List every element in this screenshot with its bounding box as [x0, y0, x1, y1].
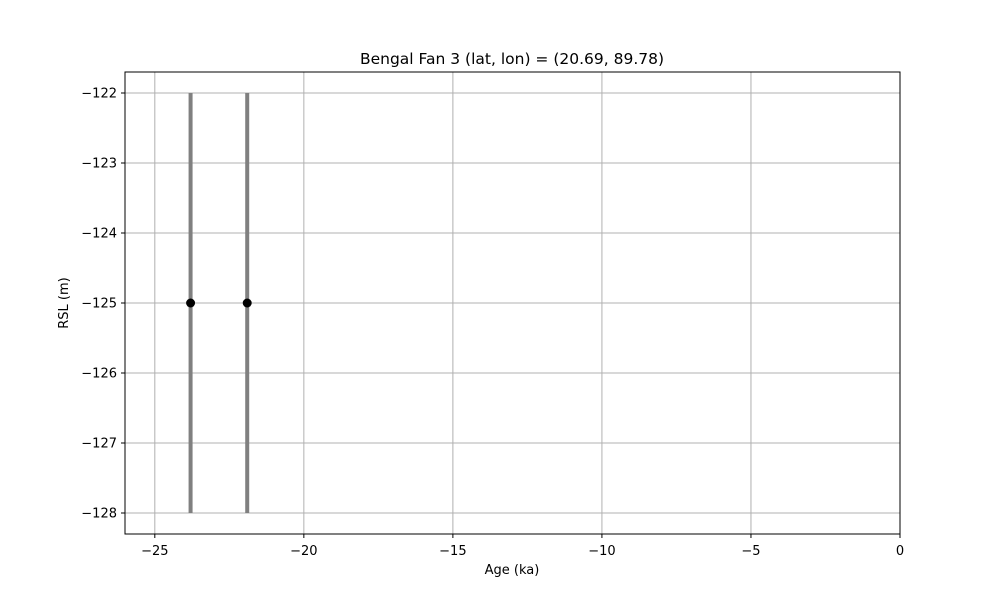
- y-tick-label: −128: [81, 507, 117, 522]
- y-tick-label: −126: [81, 367, 117, 382]
- data-point: [242, 298, 252, 308]
- y-tick-label: −122: [81, 87, 117, 102]
- y-tick-label: −125: [81, 297, 117, 312]
- y-axis-label: RSL (m): [57, 277, 72, 328]
- x-tick-label: −5: [741, 544, 760, 559]
- x-axis: −25 −20 −15 −10 −5 0: [141, 534, 904, 559]
- x-tick-label: −15: [439, 544, 466, 559]
- x-tick-label: −20: [290, 544, 317, 559]
- y-tick-label: −127: [81, 437, 117, 452]
- y-axis: −122 −123 −124 −125 −126 −127 −128: [81, 87, 125, 522]
- x-tick-label: −25: [141, 544, 168, 559]
- y-tick-label: −123: [81, 157, 117, 172]
- grid: [125, 72, 901, 534]
- y-tick-label: −124: [81, 227, 117, 242]
- chart-title: Bengal Fan 3 (lat, lon) = (20.69, 89.78): [360, 50, 664, 68]
- data-points: [186, 298, 252, 308]
- x-tick-label: −10: [588, 544, 615, 559]
- data-point: [186, 298, 196, 308]
- x-axis-label: Age (ka): [485, 563, 540, 578]
- x-tick-label: 0: [896, 544, 904, 559]
